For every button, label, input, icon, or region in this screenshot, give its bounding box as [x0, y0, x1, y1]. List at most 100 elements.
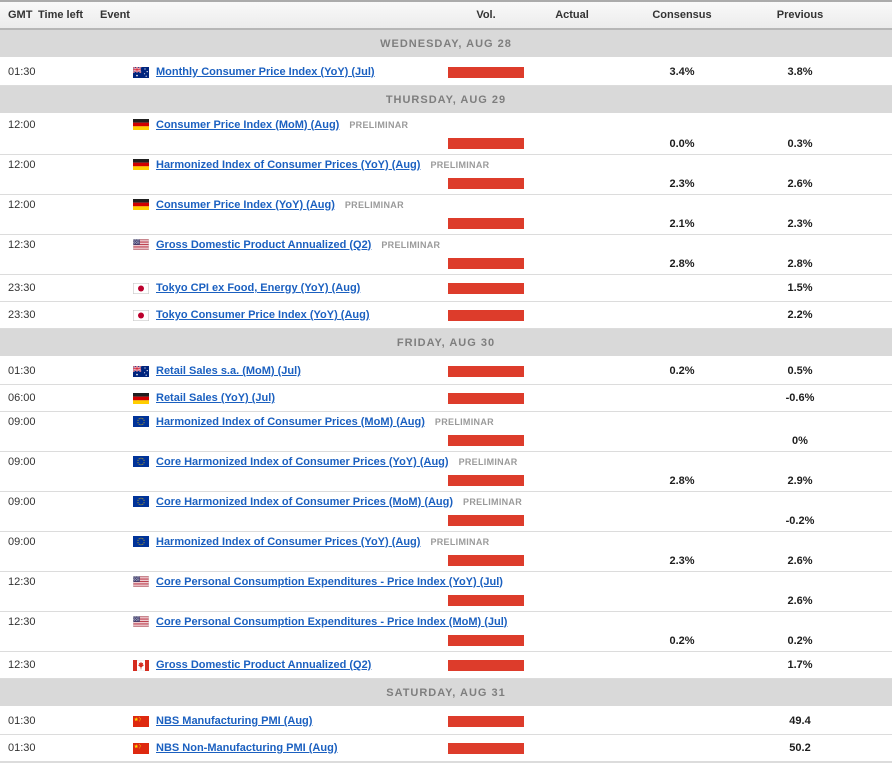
consensus-value: 0.2% [669, 365, 695, 377]
previous-value: 0.2% [787, 634, 813, 647]
date-separator: THURSDAY, AUG 29 [0, 86, 892, 115]
event-link[interactable]: NBS Non-Manufacturing PMI (Aug) [156, 742, 338, 754]
event-link[interactable]: Monthly Consumer Price Index (YoY) (Jul) [156, 66, 375, 78]
table-row: 12:30 Core Personal Consumption Expendit… [0, 612, 892, 652]
united-states-flag-icon [133, 616, 149, 627]
event-cell: Tokyo Consumer Price Index (YoY) (Aug) [100, 309, 448, 321]
european-union-flag-icon [133, 416, 149, 427]
table-row: 09:00 Core Harmonized Index of Consumer … [0, 452, 892, 492]
table-row: 12:30 Gross Domestic Product Annualized … [0, 652, 892, 679]
japan-flag-icon [133, 283, 149, 294]
table-row: 01:30 NBS Manufacturing PMI (Aug) 49.4 [0, 708, 892, 735]
event-link[interactable]: Core Personal Consumption Expenditures -… [156, 575, 503, 588]
actual-column-header: Actual [555, 9, 589, 21]
previous-value: 0.5% [787, 365, 813, 377]
volatility-bar [448, 282, 524, 294]
china-flag-icon [133, 716, 149, 727]
event-time: 01:30 [8, 715, 36, 727]
consensus-value: 2.3% [669, 554, 695, 567]
volatility-bar [448, 715, 524, 727]
previous-value: 2.8% [787, 257, 813, 270]
event-cell: NBS Non-Manufacturing PMI (Aug) [100, 742, 448, 754]
event-link[interactable]: Gross Domestic Product Annualized (Q2) [156, 659, 372, 671]
event-time: 01:30 [8, 365, 36, 377]
gmt-column-header: GMT [8, 9, 33, 21]
time-left-column-header: Time left [38, 9, 84, 21]
event-time: 12:30 [8, 238, 36, 251]
event-link[interactable]: Gross Domestic Product Annualized (Q2) [156, 238, 372, 251]
previous-value: 2.2% [787, 309, 813, 321]
volatility-bar [448, 392, 524, 404]
event-cell: Core Harmonized Index of Consumer Prices… [100, 496, 892, 508]
european-union-flag-icon [133, 456, 149, 467]
consensus-value: 2.1% [669, 217, 695, 230]
table-row: 09:00 Harmonized Index of Consumer Price… [0, 412, 892, 452]
table-row: 12:00 Harmonized Index of Consumer Price… [0, 155, 892, 195]
japan-flag-icon [133, 310, 149, 321]
germany-flag-icon [133, 199, 149, 210]
table-row: 12:00 Consumer Price Index (YoY) (Aug) P… [0, 195, 892, 235]
event-link[interactable]: NBS Manufacturing PMI (Aug) [156, 715, 313, 727]
previous-column-header: Previous [776, 9, 824, 21]
event-link[interactable]: Consumer Price Index (YoY) (Aug) [156, 198, 335, 211]
event-link[interactable]: Core Harmonized Index of Consumer Prices… [156, 495, 454, 508]
event-cell: Gross Domestic Product Annualized (Q2) [100, 659, 448, 671]
date-separator: WEDNESDAY, AUG 28 [0, 30, 892, 59]
event-cell: Monthly Consumer Price Index (YoY) (Jul) [100, 66, 448, 78]
event-time: 12:30 [8, 659, 36, 671]
volatility-bar [448, 178, 524, 189]
event-link[interactable]: Harmonized Index of Consumer Prices (YoY… [156, 158, 421, 171]
event-link[interactable]: Tokyo Consumer Price Index (YoY) (Aug) [156, 309, 370, 321]
event-link[interactable]: Core Personal Consumption Expenditures -… [156, 615, 508, 628]
previous-value: 2.3% [787, 217, 813, 230]
event-cell: Consumer Price Index (YoY) (Aug) PRELIMI… [100, 199, 892, 211]
table-row: 01:30 NBS Non-Manufacturing PMI (Aug) 50… [0, 735, 892, 762]
event-time: 23:30 [8, 309, 36, 321]
event-link[interactable]: Core Harmonized Index of Consumer Prices… [156, 455, 449, 468]
volatility-bar [448, 555, 524, 566]
event-time: 12:00 [8, 158, 36, 171]
event-link[interactable]: Tokyo CPI ex Food, Energy (YoY) (Aug) [156, 282, 361, 294]
preliminary-label: PRELIMINAR [463, 496, 523, 507]
event-time: 12:30 [8, 575, 36, 588]
volatility-bar [448, 309, 524, 321]
table-row: 09:00 Core Harmonized Index of Consumer … [0, 492, 892, 532]
event-cell: Harmonized Index of Consumer Prices (YoY… [100, 536, 892, 548]
event-cell: Tokyo CPI ex Food, Energy (YoY) (Aug) [100, 282, 448, 294]
event-cell: Gross Domestic Product Annualized (Q2) P… [100, 239, 892, 251]
previous-value: 50.2 [789, 742, 811, 754]
previous-value: 2.6% [787, 177, 813, 190]
event-link[interactable]: Retail Sales (YoY) (Jul) [156, 392, 275, 404]
event-cell: NBS Manufacturing PMI (Aug) [100, 715, 448, 727]
calendar-header: GMT Time left Event Vol. Actual Consensu… [0, 0, 892, 30]
european-union-flag-icon [133, 536, 149, 547]
date-separator: SATURDAY, AUG 31 [0, 679, 892, 708]
event-link[interactable]: Harmonized Index of Consumer Prices (MoM… [156, 415, 425, 428]
event-time: 09:00 [8, 535, 36, 548]
preliminary-label: PRELIMINAR [458, 456, 518, 467]
volatility-bar [448, 475, 524, 486]
table-row: 12:00 Consumer Price Index (MoM) (Aug) P… [0, 115, 892, 155]
volatility-bar [448, 742, 524, 754]
preliminary-label: PRELIMINAR [381, 239, 441, 250]
table-row: 12:30 Core Personal Consumption Expendit… [0, 572, 892, 612]
event-link[interactable]: Retail Sales s.a. (MoM) (Jul) [156, 365, 301, 377]
event-link[interactable]: Consumer Price Index (MoM) (Aug) [156, 118, 340, 131]
united-states-flag-icon [133, 576, 149, 587]
preliminary-label: PRELIMINAR [430, 159, 490, 170]
volatility-bar [448, 218, 524, 229]
previous-value: 0% [792, 434, 808, 447]
previous-value: 2.9% [787, 474, 813, 487]
european-union-flag-icon [133, 496, 149, 507]
table-row: 12:30 Gross Domestic Product Annualized … [0, 235, 892, 275]
volatility-bar [448, 138, 524, 149]
consensus-value: 0.2% [669, 634, 695, 647]
event-link[interactable]: Harmonized Index of Consumer Prices (YoY… [156, 535, 421, 548]
australia-flag-icon [133, 67, 149, 78]
event-time: 23:30 [8, 282, 36, 294]
consensus-value: 3.4% [669, 66, 695, 78]
event-column-header: Event [100, 9, 130, 21]
preliminary-label: PRELIMINAR [349, 119, 409, 130]
event-cell: Consumer Price Index (MoM) (Aug) PRELIMI… [100, 119, 892, 131]
